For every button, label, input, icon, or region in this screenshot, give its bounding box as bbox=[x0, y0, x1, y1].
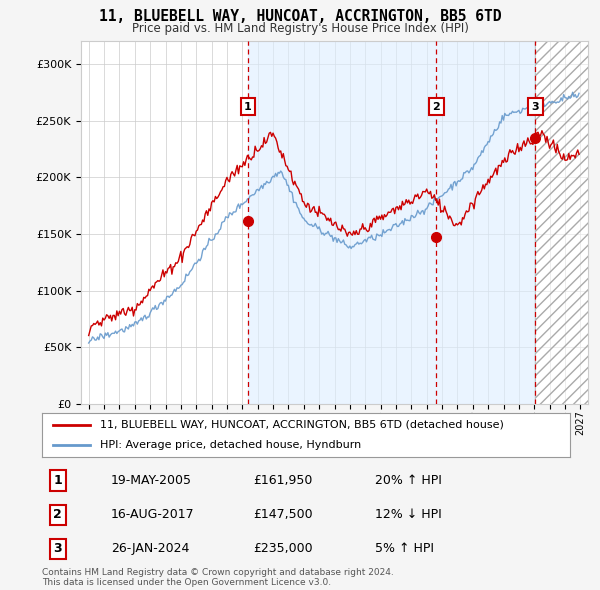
Text: 1: 1 bbox=[53, 474, 62, 487]
Text: HPI: Average price, detached house, Hyndburn: HPI: Average price, detached house, Hynd… bbox=[100, 440, 361, 450]
Text: 1: 1 bbox=[244, 101, 252, 112]
Text: This data is licensed under the Open Government Licence v3.0.: This data is licensed under the Open Gov… bbox=[42, 578, 331, 587]
Text: 2: 2 bbox=[433, 101, 440, 112]
Text: £235,000: £235,000 bbox=[253, 542, 313, 555]
Text: Price paid vs. HM Land Registry's House Price Index (HPI): Price paid vs. HM Land Registry's House … bbox=[131, 22, 469, 35]
Text: 3: 3 bbox=[532, 101, 539, 112]
Text: £147,500: £147,500 bbox=[253, 508, 313, 522]
Text: 12% ↓ HPI: 12% ↓ HPI bbox=[374, 508, 442, 522]
Bar bbox=[248, 41, 535, 404]
Bar bbox=[535, 41, 588, 404]
Bar bbox=[535, 41, 588, 404]
Text: 5% ↑ HPI: 5% ↑ HPI bbox=[374, 542, 434, 555]
Text: 11, BLUEBELL WAY, HUNCOAT, ACCRINGTON, BB5 6TD: 11, BLUEBELL WAY, HUNCOAT, ACCRINGTON, B… bbox=[99, 9, 501, 24]
Text: 3: 3 bbox=[53, 542, 62, 555]
Text: Contains HM Land Registry data © Crown copyright and database right 2024.: Contains HM Land Registry data © Crown c… bbox=[42, 568, 394, 576]
Text: 16-AUG-2017: 16-AUG-2017 bbox=[110, 508, 194, 522]
Text: 11, BLUEBELL WAY, HUNCOAT, ACCRINGTON, BB5 6TD (detached house): 11, BLUEBELL WAY, HUNCOAT, ACCRINGTON, B… bbox=[100, 420, 504, 430]
Text: 20% ↑ HPI: 20% ↑ HPI bbox=[374, 474, 442, 487]
Text: 19-MAY-2005: 19-MAY-2005 bbox=[110, 474, 191, 487]
Text: 26-JAN-2024: 26-JAN-2024 bbox=[110, 542, 189, 555]
Text: £161,950: £161,950 bbox=[253, 474, 313, 487]
Text: 2: 2 bbox=[53, 508, 62, 522]
